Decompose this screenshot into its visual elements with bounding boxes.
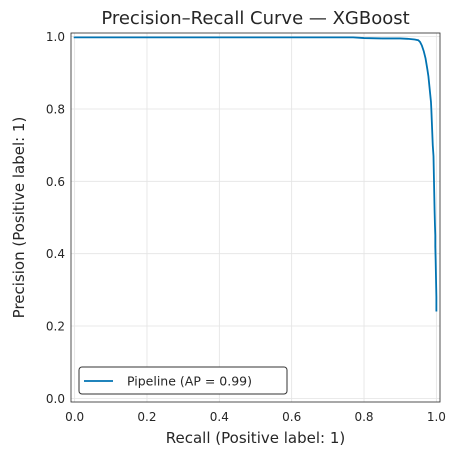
x-tick-label: 0.4 bbox=[210, 410, 229, 424]
y-ticks: 0.0 0.2 0.4 0.6 0.8 1.0 bbox=[46, 30, 65, 406]
x-ticks: 0.0 0.2 0.4 0.6 0.8 1.0 bbox=[65, 410, 446, 424]
series-line bbox=[73, 36, 438, 312]
y-tick-label: 0.4 bbox=[46, 247, 65, 261]
y-tick-label: 1.0 bbox=[46, 30, 65, 44]
legend: Pipeline (AP = 0.99) bbox=[78, 366, 288, 395]
x-tick-label: 0.6 bbox=[282, 410, 301, 424]
x-tick-label: 0.2 bbox=[137, 410, 156, 424]
x-tick-label: 1.0 bbox=[427, 410, 446, 424]
y-tick-label: 0.8 bbox=[46, 102, 65, 116]
y-axis-title: Precision (Positive label: 1) bbox=[10, 117, 28, 319]
y-tick-label: 0.0 bbox=[46, 392, 65, 406]
grid bbox=[71, 33, 440, 402]
legend-box bbox=[78, 366, 288, 395]
x-tick-label: 0.8 bbox=[354, 410, 373, 424]
plot-area bbox=[70, 32, 441, 403]
x-axis-title: Recall (Positive label: 1) bbox=[166, 429, 345, 447]
series-layer bbox=[73, 36, 438, 312]
y-tick-label: 0.2 bbox=[46, 320, 65, 334]
y-tick-label: 0.6 bbox=[46, 175, 65, 189]
legend-label: Pipeline (AP = 0.99) bbox=[127, 374, 252, 389]
chart-title: Precision–Recall Curve — XGBoost bbox=[101, 8, 409, 29]
x-tick-label: 0.0 bbox=[65, 410, 84, 424]
